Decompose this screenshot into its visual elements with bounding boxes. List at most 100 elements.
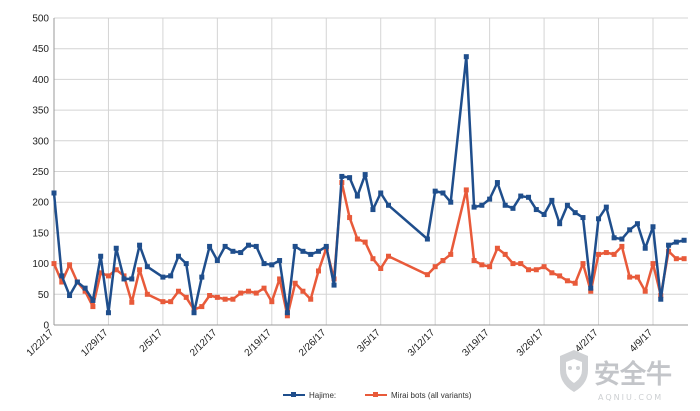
data-point — [354, 236, 360, 242]
svg-text:AQNIU.COM: AQNIU.COM — [598, 393, 663, 402]
data-point — [510, 205, 516, 211]
data-point — [51, 190, 57, 196]
data-point — [494, 180, 500, 186]
data-point — [308, 296, 314, 302]
data-point — [105, 310, 111, 316]
data-point — [588, 288, 594, 294]
data-point — [121, 276, 127, 282]
x-tick-label: 2/26/17 — [297, 327, 329, 359]
data-point — [518, 193, 524, 199]
data-point — [300, 288, 306, 294]
data-point — [362, 239, 368, 245]
data-point — [74, 279, 80, 285]
data-point — [59, 279, 65, 285]
data-point — [650, 224, 656, 230]
data-point — [471, 204, 477, 210]
data-point — [168, 299, 174, 305]
y-tick-label: 150 — [32, 228, 49, 239]
data-point — [424, 236, 430, 242]
data-point — [666, 242, 672, 248]
x-tick-label: 1/22/17 — [25, 327, 57, 359]
data-point — [463, 187, 469, 193]
data-point — [448, 199, 454, 205]
data-point — [619, 243, 625, 249]
data-point — [67, 293, 73, 299]
data-point — [642, 288, 648, 294]
x-tick-label: 3/26/17 — [515, 327, 547, 359]
data-point — [98, 253, 104, 259]
x-tick-label: 3/12/17 — [406, 327, 438, 359]
data-point — [168, 273, 174, 279]
data-point — [308, 251, 314, 257]
data-point — [230, 296, 236, 302]
legend-item-hajime: Hajime: — [283, 391, 336, 400]
legend-label-hajime: Hajime: — [309, 391, 336, 400]
data-point — [347, 175, 353, 181]
data-point — [603, 204, 609, 210]
data-point — [440, 190, 446, 196]
data-point — [634, 221, 640, 227]
data-point — [681, 237, 687, 243]
data-point — [549, 197, 555, 203]
y-tick-label: 200 — [32, 198, 49, 209]
data-point — [362, 172, 368, 178]
x-tick-label: 3/19/17 — [460, 327, 492, 359]
y-tick-label: 300 — [32, 136, 49, 147]
data-point — [269, 299, 275, 305]
data-point — [199, 304, 205, 310]
y-axis: 0 50 100 150 200 250 300 350 400 450 500 — [32, 14, 55, 332]
data-point — [634, 274, 640, 280]
data-point — [261, 285, 267, 291]
data-point — [572, 210, 578, 216]
data-point — [315, 248, 321, 254]
data-point — [603, 250, 609, 256]
legend: Hajime: Mirai bots (all variants) — [283, 391, 472, 400]
data-point — [557, 221, 563, 227]
series-layer — [51, 54, 687, 319]
data-point — [681, 256, 687, 262]
data-point — [518, 261, 524, 267]
data-point — [82, 288, 88, 294]
data-point — [479, 262, 485, 268]
data-point — [277, 276, 283, 282]
data-point — [378, 266, 384, 272]
data-point — [580, 261, 586, 267]
data-point — [596, 216, 602, 222]
data-point — [207, 243, 213, 249]
y-tick-label: 450 — [32, 44, 49, 55]
legend-label-mirai: Mirai bots (all variants) — [391, 391, 472, 400]
data-point — [284, 310, 290, 316]
data-point — [541, 211, 547, 217]
data-point — [650, 261, 656, 267]
data-point — [370, 256, 376, 262]
data-point — [642, 245, 648, 251]
data-point — [175, 288, 181, 294]
data-point — [144, 264, 150, 270]
data-point — [113, 267, 119, 273]
data-point — [214, 258, 220, 264]
data-point — [183, 261, 189, 267]
data-point — [432, 188, 438, 194]
data-point — [580, 215, 586, 221]
data-point — [222, 296, 228, 302]
data-point — [113, 245, 119, 251]
data-point — [144, 291, 150, 297]
data-point — [137, 267, 143, 273]
y-tick-label: 100 — [32, 259, 49, 270]
x-tick-label: 2/12/17 — [188, 327, 220, 359]
data-point — [494, 245, 500, 251]
data-point — [67, 262, 73, 268]
data-point — [564, 278, 570, 284]
x-tick-label: 1/29/17 — [79, 327, 111, 359]
data-point — [479, 202, 485, 208]
data-point — [533, 267, 539, 273]
data-point — [487, 196, 493, 202]
data-point — [238, 290, 244, 296]
data-point — [526, 267, 532, 273]
data-point — [261, 261, 267, 267]
data-point — [386, 253, 392, 259]
data-point — [658, 296, 664, 302]
series-line — [52, 55, 685, 314]
data-point — [59, 273, 65, 279]
data-point — [549, 270, 555, 276]
